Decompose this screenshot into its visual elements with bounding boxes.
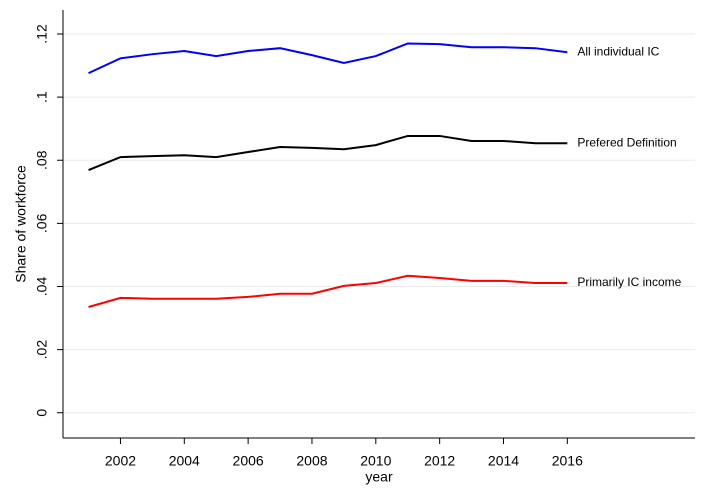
x-tick-label: 2006 <box>233 453 264 469</box>
x-tick-label: 2004 <box>169 453 200 469</box>
y-tick-label: .06 <box>34 213 50 233</box>
y-axis-label: Share of workforce <box>13 165 29 283</box>
series-line <box>88 274 568 308</box>
series-line <box>88 134 568 171</box>
y-tick-label: .1 <box>34 91 50 103</box>
series-line <box>88 42 568 75</box>
y-tick-label: .12 <box>34 24 50 44</box>
y-tick-label: .04 <box>34 277 50 297</box>
x-tick-label: 2010 <box>360 453 391 469</box>
x-tick-label: 2002 <box>105 453 136 469</box>
series-label: Prefered Definition <box>577 135 676 149</box>
x-tick-label: 2008 <box>296 453 327 469</box>
x-tick-label: 2012 <box>424 453 455 469</box>
series-label: Primarily IC income <box>577 275 681 289</box>
series-label: All individual IC <box>577 44 659 58</box>
x-axis-label: year <box>365 469 393 485</box>
y-tick-label: .08 <box>34 150 50 170</box>
x-tick-label: 2014 <box>488 453 519 469</box>
y-tick-label: 0 <box>34 409 50 417</box>
x-tick-label: 2016 <box>552 453 583 469</box>
y-tick-label: .02 <box>34 340 50 360</box>
